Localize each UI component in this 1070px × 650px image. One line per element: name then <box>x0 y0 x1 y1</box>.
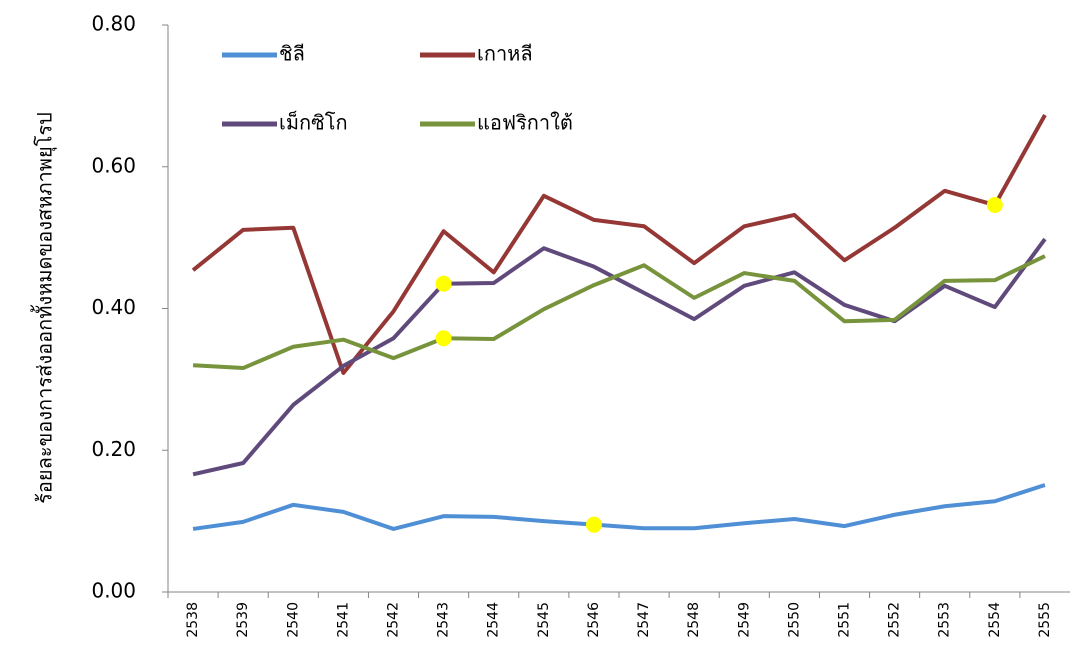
x-tick-label: 2543 <box>436 602 452 638</box>
series-line <box>191 114 1047 375</box>
y-tick-label: 0.00 <box>91 579 136 603</box>
highlight-point <box>435 330 452 347</box>
legend-label: ชิลี <box>279 42 305 66</box>
y-tick-label: 0.20 <box>91 437 136 461</box>
series-line <box>192 254 1046 371</box>
x-tick-label: 2552 <box>887 602 903 638</box>
x-tick-label: 2541 <box>335 602 351 638</box>
x-tick-label: 2550 <box>786 602 802 638</box>
legend-label: เม็กซิโก <box>279 110 348 135</box>
x-tick-label: 2548 <box>686 602 702 638</box>
y-tick-label: 0.40 <box>91 295 136 319</box>
x-tick-label: 2554 <box>987 602 1003 638</box>
series-line <box>192 483 1046 531</box>
x-tick-label: 2555 <box>1037 602 1053 638</box>
legend-label: แอฟริกาใต้ <box>477 111 573 135</box>
x-tick-label: 2542 <box>386 602 402 638</box>
x-tick-label: 2545 <box>536 602 552 638</box>
highlight-point <box>585 516 602 533</box>
y-tick-label: 0.80 <box>91 12 136 36</box>
x-tick-label: 2540 <box>285 602 301 638</box>
x-tick-label: 2538 <box>185 602 201 638</box>
x-tick-label: 2544 <box>486 602 502 638</box>
x-tick-label: 2549 <box>736 602 752 638</box>
highlight-point <box>435 275 452 292</box>
x-tick-label: 2539 <box>235 602 251 638</box>
x-tick-label: 2547 <box>636 602 652 638</box>
y-axis-label: ร้อยละของการส่งออกทั้งหมดของสหภาพยุโรป <box>31 112 58 504</box>
x-tick-label: 2551 <box>837 602 853 638</box>
legend-label: เกาหลี <box>477 42 533 66</box>
highlight-point <box>986 197 1003 214</box>
x-tick-label: 2553 <box>937 602 953 638</box>
y-tick-label: 0.60 <box>91 153 136 177</box>
x-tick-label: 2546 <box>586 602 602 638</box>
